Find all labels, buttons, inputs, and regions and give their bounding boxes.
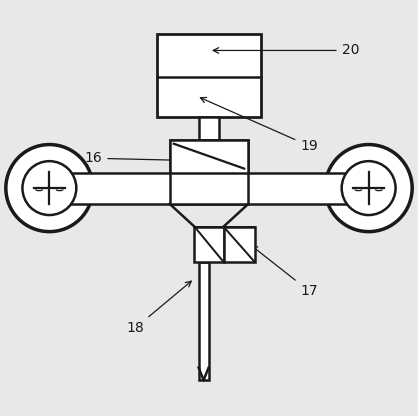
- Text: 16: 16: [84, 151, 178, 165]
- Bar: [170, 140, 248, 173]
- Text: 17: 17: [252, 246, 318, 298]
- Circle shape: [6, 145, 93, 232]
- Bar: [170, 140, 248, 204]
- Text: 19: 19: [200, 97, 318, 153]
- Bar: [224, 227, 255, 262]
- Bar: [194, 227, 224, 262]
- Bar: [157, 34, 261, 117]
- Bar: [35, 173, 383, 204]
- Bar: [199, 262, 209, 380]
- Circle shape: [325, 145, 412, 232]
- Text: 20: 20: [213, 43, 359, 57]
- Circle shape: [342, 161, 395, 215]
- Text: 18: 18: [126, 281, 191, 335]
- Circle shape: [23, 161, 76, 215]
- Bar: [199, 117, 219, 140]
